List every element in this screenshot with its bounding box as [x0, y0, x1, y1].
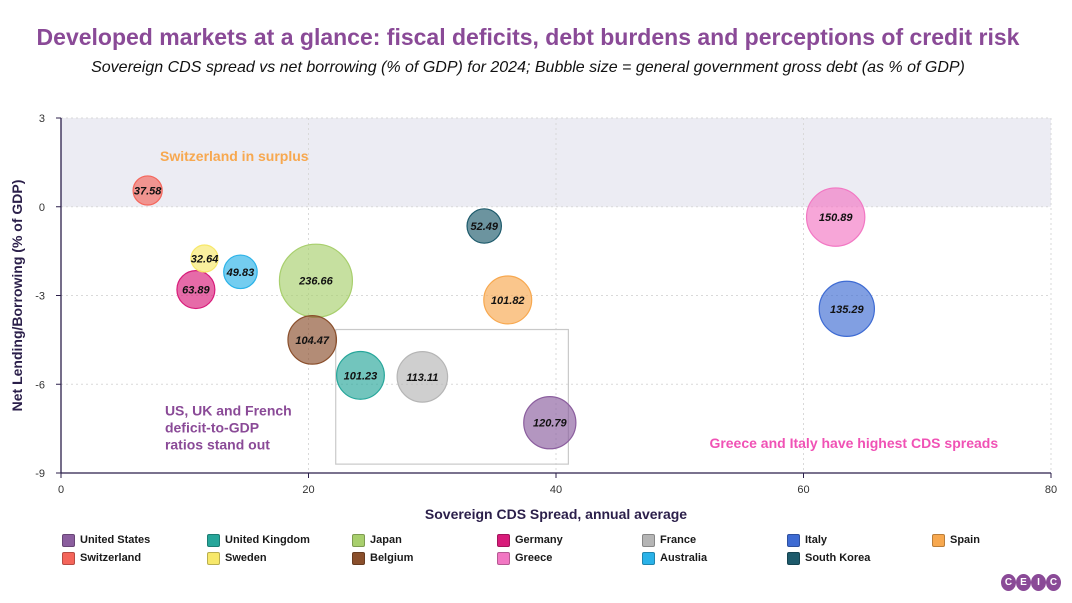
bubble-label-spain: 101.82 [491, 295, 525, 307]
bubble-label-united-states: 120.79 [533, 418, 568, 430]
bubble-label-sweden: 32.64 [191, 254, 219, 266]
bubble-italy [818, 280, 876, 338]
legend-item: Spain [932, 533, 980, 547]
x-tick-label: 80 [1045, 484, 1057, 496]
legend-label: United Kingdom [225, 534, 310, 546]
legend-label: South Korea [805, 552, 871, 564]
legend-label: France [660, 534, 697, 546]
bubble-label-south-korea: 52.49 [470, 221, 498, 233]
bubble-united-states [523, 396, 577, 450]
highlight-box [335, 328, 569, 465]
legend-swatch [787, 533, 800, 547]
y-tick-label: -6 [35, 379, 45, 391]
bubble-south-korea [466, 208, 503, 244]
legend-label: United States [80, 534, 151, 546]
legend-item: Belgium [352, 551, 413, 565]
legend-label: Australia [660, 552, 708, 564]
legend-swatch [352, 551, 365, 565]
chart-title: Developed markets at a glance: fiscal de… [36, 24, 1020, 50]
logo-letter: C [1001, 574, 1016, 591]
surplus-shaded-region [61, 118, 1051, 207]
bubble-label-australia: 49.83 [226, 267, 255, 279]
bubble-label-united-kingdom: 101.23 [344, 370, 378, 382]
legend-item: Greece [497, 551, 552, 565]
legend-swatch [497, 551, 510, 565]
legend-swatch [787, 551, 800, 565]
legend-swatch [207, 551, 220, 565]
legend-item: Sweden [207, 551, 267, 565]
ceic-logo: C E I C [1001, 574, 1061, 594]
logo-letter: C [1046, 574, 1061, 591]
bubble-belgium [287, 315, 338, 365]
legend-swatch [642, 533, 655, 547]
legend-swatch [642, 551, 655, 565]
legend-swatch [497, 533, 510, 547]
annotation-text: US, UK and French [165, 402, 292, 418]
bubble-united-kingdom [336, 350, 385, 400]
legend-label: Switzerland [80, 552, 142, 564]
legend-label: Germany [515, 534, 563, 546]
legend-item: Japan [352, 533, 402, 547]
bubble-label-italy: 135.29 [830, 304, 865, 316]
chart-subtitle: Sovereign CDS spread vs net borrowing (%… [91, 59, 965, 76]
bubble-spain [483, 275, 533, 325]
y-tick-label: 3 [39, 113, 45, 125]
legend-swatch [352, 533, 365, 547]
bubble-france [396, 351, 449, 403]
legend-label: Spain [950, 534, 980, 546]
bubble-sweden [190, 244, 219, 273]
bubble-australia [223, 254, 258, 290]
legend-item: United States [62, 533, 150, 547]
bubble-germany [176, 270, 216, 310]
y-axis-title: Net Lending/Borrowing (% of GDP) [9, 180, 25, 412]
bubble-label-switzerland: 37.58 [134, 185, 162, 197]
legend-item: Italy [787, 533, 827, 547]
legend-swatch [62, 551, 75, 565]
bubble-label-germany: 63.89 [182, 285, 210, 297]
logo-letter: I [1031, 574, 1046, 591]
y-tick-label: 0 [39, 202, 45, 214]
y-tick-label: -9 [35, 468, 45, 480]
bubble-label-japan: 236.66 [298, 276, 334, 288]
annotation-text: ratios stand out [165, 436, 270, 452]
bubble-greece [805, 187, 866, 247]
annotation-text: deficit-to-GDP [165, 419, 259, 435]
y-tick-label: -3 [35, 291, 45, 303]
x-tick-label: 0 [58, 484, 64, 496]
legend-swatch [62, 533, 75, 547]
bubble-label-france: 113.11 [406, 372, 438, 384]
legend-item: Australia [642, 551, 707, 565]
annotation-text: Greece and Italy have highest CDS spread… [709, 435, 998, 451]
bubble-label-greece: 150.89 [819, 212, 854, 224]
legend-swatch [207, 533, 220, 547]
x-tick-label: 20 [302, 484, 314, 496]
x-tick-label: 60 [797, 484, 809, 496]
legend-label: Greece [515, 552, 553, 564]
annotation-text: Switzerland in surplus [160, 148, 309, 164]
bubble-label-belgium: 104.47 [295, 335, 330, 347]
legend-item: United Kingdom [207, 533, 310, 547]
x-axis-title: Sovereign CDS Spread, annual average [425, 506, 687, 522]
legend-label: Belgium [370, 552, 414, 564]
x-tick-label: 40 [550, 484, 562, 496]
legend-swatch [932, 533, 945, 547]
bubble-switzerland [132, 175, 163, 206]
legend-item: Germany [497, 533, 563, 547]
legend-item: France [642, 533, 696, 547]
legend-label: Italy [805, 534, 828, 546]
legend-item: Switzerland [62, 551, 141, 565]
logo-letter: E [1016, 574, 1031, 591]
legend-label: Sweden [225, 552, 267, 564]
legend-item: South Korea [787, 551, 870, 565]
legend-label: Japan [370, 534, 402, 546]
